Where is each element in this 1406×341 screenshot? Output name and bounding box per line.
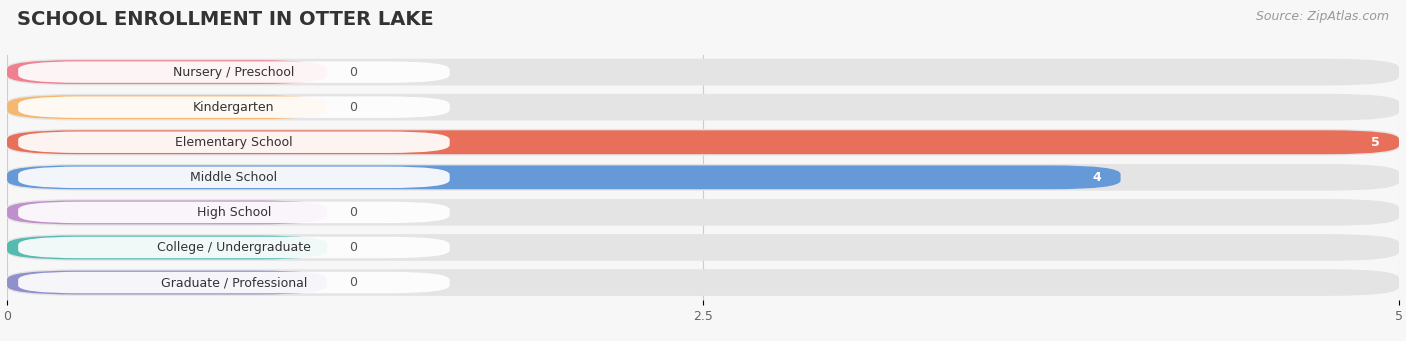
Text: Source: ZipAtlas.com: Source: ZipAtlas.com xyxy=(1256,10,1389,23)
Text: SCHOOL ENROLLMENT IN OTTER LAKE: SCHOOL ENROLLMENT IN OTTER LAKE xyxy=(17,10,433,29)
FancyBboxPatch shape xyxy=(18,202,450,223)
Text: Kindergarten: Kindergarten xyxy=(193,101,274,114)
Text: High School: High School xyxy=(197,206,271,219)
FancyBboxPatch shape xyxy=(18,167,450,188)
Text: 0: 0 xyxy=(350,241,357,254)
FancyBboxPatch shape xyxy=(18,132,450,153)
Text: 0: 0 xyxy=(350,206,357,219)
Text: 0: 0 xyxy=(350,276,357,289)
Text: Nursery / Preschool: Nursery / Preschool xyxy=(173,65,295,78)
FancyBboxPatch shape xyxy=(7,130,1399,154)
FancyBboxPatch shape xyxy=(7,94,1399,120)
FancyBboxPatch shape xyxy=(7,60,328,84)
Text: 0: 0 xyxy=(350,65,357,78)
Text: Graduate / Professional: Graduate / Professional xyxy=(160,276,307,289)
Text: Elementary School: Elementary School xyxy=(176,136,292,149)
FancyBboxPatch shape xyxy=(18,61,450,83)
FancyBboxPatch shape xyxy=(7,165,1121,189)
FancyBboxPatch shape xyxy=(7,236,328,260)
Text: 0: 0 xyxy=(350,101,357,114)
FancyBboxPatch shape xyxy=(18,97,450,118)
FancyBboxPatch shape xyxy=(7,164,1399,191)
Text: 5: 5 xyxy=(1371,136,1379,149)
FancyBboxPatch shape xyxy=(7,129,1399,155)
FancyBboxPatch shape xyxy=(7,201,328,224)
FancyBboxPatch shape xyxy=(18,237,450,258)
FancyBboxPatch shape xyxy=(18,272,450,293)
Text: 4: 4 xyxy=(1092,171,1101,184)
FancyBboxPatch shape xyxy=(7,59,1399,86)
Text: Middle School: Middle School xyxy=(190,171,277,184)
FancyBboxPatch shape xyxy=(7,269,1399,296)
FancyBboxPatch shape xyxy=(7,95,328,119)
FancyBboxPatch shape xyxy=(7,271,328,295)
FancyBboxPatch shape xyxy=(7,234,1399,261)
FancyBboxPatch shape xyxy=(7,199,1399,226)
Text: College / Undergraduate: College / Undergraduate xyxy=(157,241,311,254)
